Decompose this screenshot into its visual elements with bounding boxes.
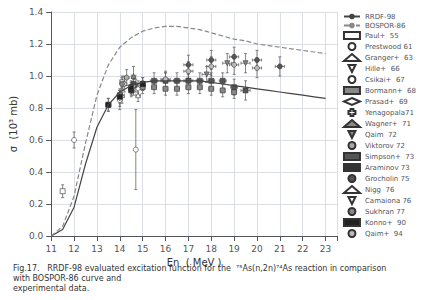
svg-text:18: 18 bbox=[206, 244, 218, 254]
svg-text:Csikai+ 67: Csikai+ 67 bbox=[365, 76, 405, 84]
svg-text:0.8: 0.8 bbox=[29, 103, 44, 113]
svg-text:23: 23 bbox=[320, 244, 331, 254]
svg-text:Yenagopala71: Yenagopala71 bbox=[364, 109, 414, 117]
svg-text:1.2: 1.2 bbox=[29, 39, 43, 49]
svg-text:0.6: 0.6 bbox=[29, 135, 44, 145]
svg-text:Qaim 72: Qaim 72 bbox=[365, 131, 397, 139]
svg-text:11: 11 bbox=[45, 244, 56, 254]
svg-text:19: 19 bbox=[228, 244, 240, 254]
svg-text:16: 16 bbox=[160, 244, 172, 254]
svg-text:Camaiona 76: Camaiona 76 bbox=[365, 197, 412, 205]
svg-text:0.2: 0.2 bbox=[29, 199, 43, 209]
svg-text:Paul+ 55: Paul+ 55 bbox=[365, 32, 399, 40]
svg-text:with BOSPOR-86 curve and: with BOSPOR-86 curve and bbox=[13, 274, 121, 283]
svg-text:1.4: 1.4 bbox=[29, 7, 44, 17]
svg-text:14: 14 bbox=[114, 244, 126, 254]
svg-text:Grocholin 75: Grocholin 75 bbox=[365, 175, 409, 183]
svg-text:Bormann+ 68: Bormann+ 68 bbox=[365, 87, 416, 95]
svg-text:Granger+ 63: Granger+ 63 bbox=[365, 54, 413, 62]
svg-text:Viktorov 72: Viktorov 72 bbox=[365, 142, 405, 150]
svg-text:Nigg 76: Nigg 76 bbox=[365, 186, 395, 194]
svg-text:12: 12 bbox=[68, 244, 79, 254]
svg-text:Konno+ 90: Konno+ 90 bbox=[365, 219, 406, 227]
svg-text:RRDF-98: RRDF-98 bbox=[365, 13, 396, 21]
svg-text:15: 15 bbox=[137, 244, 148, 254]
svg-text:experimental data.: experimental data. bbox=[13, 284, 89, 293]
svg-text:20: 20 bbox=[251, 244, 263, 254]
svg-text:Araminov 73: Araminov 73 bbox=[365, 164, 410, 172]
svg-text:21: 21 bbox=[274, 244, 285, 254]
svg-text:Sukhran 77: Sukhran 77 bbox=[365, 208, 405, 216]
svg-text:22: 22 bbox=[297, 244, 308, 254]
svg-text:BOSPOR-86: BOSPOR-86 bbox=[365, 22, 406, 30]
svg-text:13: 13 bbox=[91, 244, 102, 254]
svg-text:17: 17 bbox=[183, 244, 194, 254]
svg-text:0.4: 0.4 bbox=[29, 167, 44, 177]
svg-text:Simpson+ 73: Simpson+ 73 bbox=[365, 153, 414, 161]
svg-text:Wagner+ 71: Wagner+ 71 bbox=[365, 120, 411, 128]
svg-text:σ (10³ mb): σ (10³ mb) bbox=[8, 96, 19, 153]
svg-text:Hille+ 66: Hille+ 66 bbox=[365, 65, 400, 73]
svg-text:0.0: 0.0 bbox=[29, 231, 44, 241]
svg-text:Fig.17. RRDF-98 evaluated ex: Fig.17. RRDF-98 evaluated excitation fun… bbox=[13, 264, 389, 273]
svg-text:Qaim+ 94: Qaim+ 94 bbox=[365, 230, 403, 238]
svg-text:Prestwood 61: Prestwood 61 bbox=[365, 43, 412, 51]
svg-text:1.0: 1.0 bbox=[29, 71, 44, 81]
svg-text:Prasad+ 69: Prasad+ 69 bbox=[365, 98, 408, 106]
